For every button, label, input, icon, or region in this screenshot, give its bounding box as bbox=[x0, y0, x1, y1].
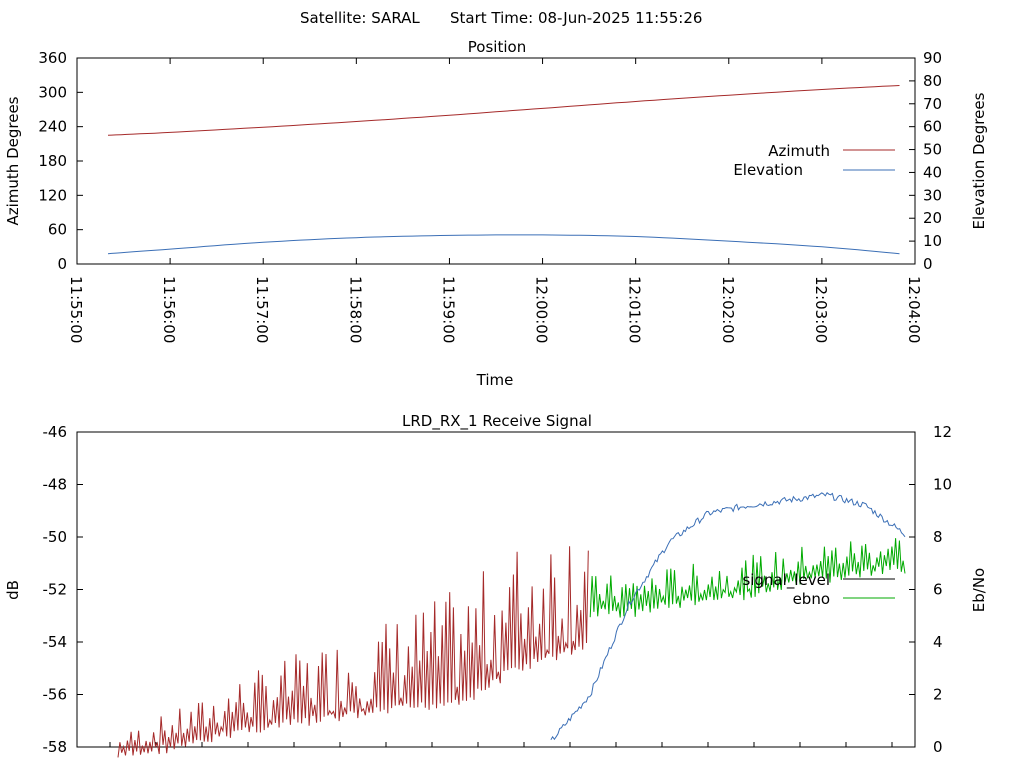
receive-y-tick-label: -46 bbox=[43, 423, 68, 441]
position-y-tick-label: 240 bbox=[38, 118, 67, 136]
position-x-tick-label: 12:04:00 bbox=[905, 276, 923, 343]
legend-ebno-label: ebno bbox=[793, 590, 830, 608]
receive-plot-frame bbox=[76, 431, 916, 748]
position-y2-tick-label: 90 bbox=[923, 49, 942, 67]
receive-y2-label: Eb/No bbox=[970, 568, 988, 612]
receive-y-tick-label: -50 bbox=[43, 528, 68, 546]
position-chart-title: Position bbox=[468, 38, 526, 56]
position-y2-tick-label: 30 bbox=[923, 186, 942, 204]
position-legend: Azimuth Elevation bbox=[733, 142, 895, 179]
header-start-time: Start Time: 08-Jun-2025 11:55:26 bbox=[450, 9, 702, 27]
series-elevation-line bbox=[107, 234, 900, 255]
legend-elevation-label: Elevation bbox=[733, 161, 803, 179]
series-signal-level-line-locked bbox=[589, 538, 906, 618]
position-chart: Position Azimuth Degrees Elevation Degre… bbox=[4, 38, 988, 389]
position-x-tick-label: 12:02:00 bbox=[719, 276, 737, 343]
position-y2-label: Elevation Degrees bbox=[970, 92, 988, 229]
legend-azimuth-label: Azimuth bbox=[768, 142, 830, 160]
position-y2-tick-label: 0 bbox=[923, 255, 933, 273]
position-x-tick-label: 12:00:00 bbox=[533, 276, 551, 343]
position-y-tick-label: 360 bbox=[38, 49, 67, 67]
position-y-label: Azimuth Degrees bbox=[4, 96, 22, 225]
receive-y-tick-label: -58 bbox=[43, 738, 68, 756]
position-y2-tick-label: 50 bbox=[923, 141, 942, 159]
legend-signal-level-label: signal_level bbox=[742, 571, 830, 590]
position-x-tick-label: 12:01:00 bbox=[626, 276, 644, 343]
position-y-tick-label: 0 bbox=[57, 255, 67, 273]
position-y-tick-label: 180 bbox=[38, 152, 67, 170]
series-signal-level-line bbox=[117, 546, 589, 758]
position-x-tick-label: 11:58:00 bbox=[346, 276, 364, 343]
receive-y2-tick-label: 4 bbox=[933, 633, 943, 651]
receive-y-tick-label: -54 bbox=[43, 633, 68, 651]
position-y-tick-label: 60 bbox=[48, 221, 67, 239]
receive-y2-tick-label: 0 bbox=[933, 738, 943, 756]
receive-y-tick-label: -56 bbox=[43, 686, 68, 704]
position-x-label: Time bbox=[476, 371, 514, 389]
receive-y2-tick-label: 6 bbox=[933, 581, 943, 599]
position-x-tick-label: 12:03:00 bbox=[812, 276, 830, 343]
series-ebno-line bbox=[550, 492, 906, 741]
receive-y2-tick-label: 10 bbox=[933, 476, 952, 494]
position-y2-tick-label: 20 bbox=[923, 209, 942, 227]
position-x-tick-label: 11:55:00 bbox=[67, 276, 85, 343]
position-x-tick-label: 11:59:00 bbox=[439, 276, 457, 343]
receive-signal-chart: LRD_RX_1 Receive Signal dB Eb/No -58 -56 -… bbox=[4, 412, 988, 758]
position-y2-tick-label: 10 bbox=[923, 232, 942, 250]
receive-y2-tick-label: 8 bbox=[933, 528, 943, 546]
position-x-tick-label: 11:56:00 bbox=[160, 276, 178, 343]
receive-legend: signal_level ebno bbox=[742, 571, 895, 608]
receive-y-tick-label: -48 bbox=[43, 476, 68, 494]
position-y-tick-label: 120 bbox=[38, 186, 67, 204]
receive-y-label: dB bbox=[4, 580, 22, 600]
position-y2-tick-label: 40 bbox=[923, 163, 942, 181]
series-azimuth-line bbox=[107, 85, 900, 136]
position-y2-tick-label: 80 bbox=[923, 72, 942, 90]
receive-y2-tick-label: 12 bbox=[933, 423, 952, 441]
position-y2-tick-label: 70 bbox=[923, 95, 942, 113]
header-satellite: Satellite: SARAL bbox=[300, 9, 420, 27]
receive-y2-tick-label: 2 bbox=[933, 686, 943, 704]
position-y2-tick-label: 60 bbox=[923, 118, 942, 136]
position-y-tick-label: 300 bbox=[38, 83, 67, 101]
position-x-tick-label: 11:57:00 bbox=[253, 276, 271, 343]
receive-y-tick-label: -52 bbox=[43, 581, 68, 599]
receive-chart-title: LRD_RX_1 Receive Signal bbox=[402, 412, 592, 431]
